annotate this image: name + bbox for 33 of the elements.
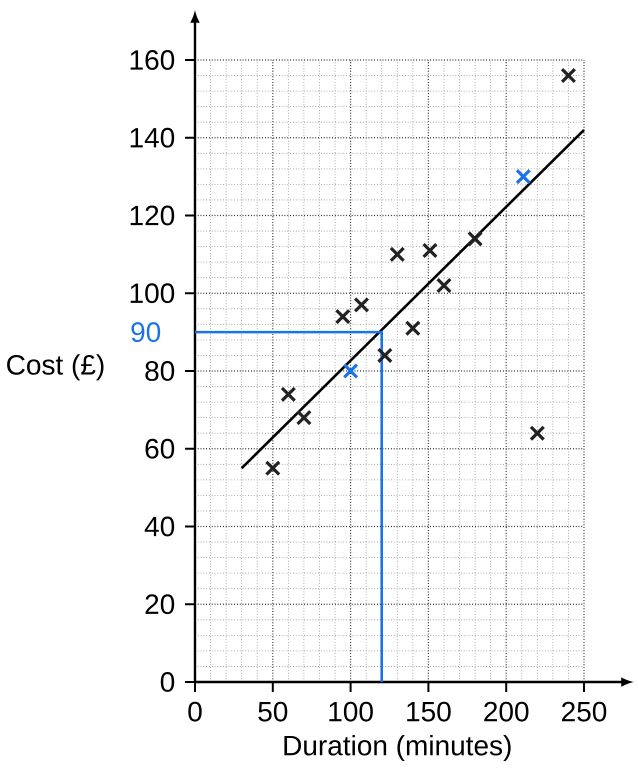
y-tick-label: 80: [145, 361, 174, 381]
x-tick-label: 100: [329, 702, 373, 722]
point: [422, 242, 438, 258]
x-tick-label: 200: [484, 702, 528, 722]
point: [334, 308, 351, 325]
point: [376, 347, 393, 364]
point: [264, 460, 281, 476]
point: [404, 320, 421, 336]
point: [280, 386, 296, 402]
y-tick-label: 160: [130, 50, 174, 70]
point: [529, 425, 546, 442]
point: [296, 410, 312, 426]
y-tick-label: 60: [146, 438, 174, 459]
y-axis-title: Cost (£): [7, 354, 104, 380]
point: [342, 363, 359, 379]
x-tick-label: 150: [407, 702, 451, 722]
point: [354, 296, 370, 313]
y-tick-label: 20: [146, 594, 174, 614]
point: [467, 230, 484, 247]
annotation: 90: [131, 322, 160, 342]
y-tick-label: 40: [144, 516, 174, 536]
point: [515, 168, 532, 185]
point: [389, 246, 406, 262]
y-tick-label: 120: [130, 206, 174, 226]
point: [436, 278, 452, 294]
y-tick-label: 0: [160, 672, 174, 692]
x-tick-label: 0: [188, 702, 202, 722]
x-axis-title: Duration (minutes): [284, 734, 511, 762]
y-tick-label: 100: [130, 283, 174, 304]
y-tick-label: 140: [130, 128, 174, 148]
point: [560, 68, 576, 84]
x-tick-label: 50: [258, 702, 288, 722]
x-tick-label: 250: [562, 702, 606, 722]
